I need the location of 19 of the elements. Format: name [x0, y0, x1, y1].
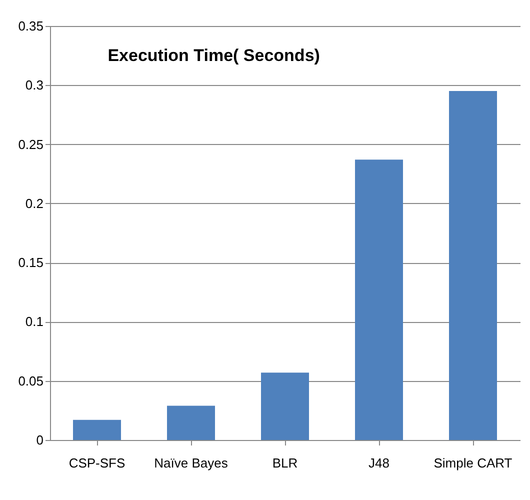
- bar: [449, 91, 497, 440]
- bar: [73, 420, 121, 440]
- bar: [261, 372, 309, 440]
- x-tick-label: BLR: [272, 456, 298, 470]
- x-tick-label: Simple CART: [434, 456, 512, 470]
- bar: [167, 406, 215, 440]
- y-tick-label: 0.35: [18, 18, 44, 34]
- y-tick-label: 0.1: [25, 314, 44, 330]
- y-tick-label: 0: [36, 432, 44, 448]
- text: Execution Time( Seconds): [108, 46, 320, 65]
- y-tick-label: 0.3: [25, 78, 44, 93]
- y-tick-label: 0.25: [18, 136, 44, 152]
- y-tick-label: 0.05: [18, 373, 44, 388]
- y-tick-label: 0.2: [25, 196, 44, 211]
- y-tick-label: 0.15: [18, 255, 44, 270]
- x-tick-label: CSP-SFS: [68, 456, 126, 470]
- x-tick-label: J48: [368, 456, 390, 470]
- bar: [355, 160, 403, 440]
- x-tick-label: Naïve Bayes: [154, 456, 228, 470]
